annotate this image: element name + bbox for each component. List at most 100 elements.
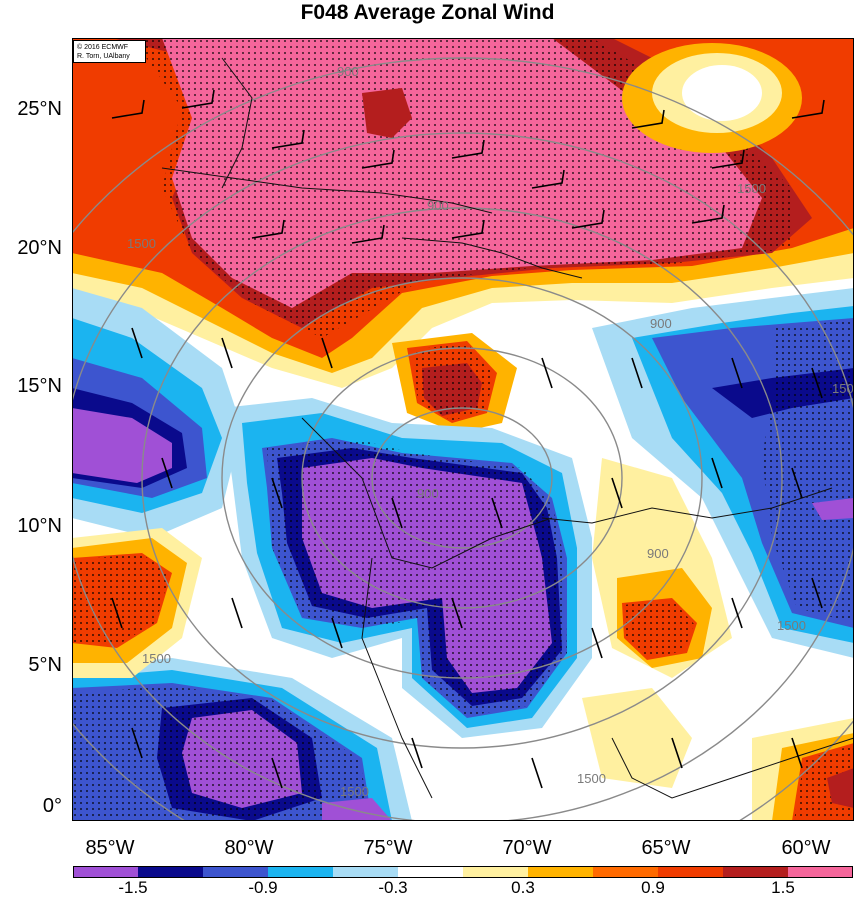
lon-label-70w: 70°W (502, 837, 552, 859)
wind-barb (271, 757, 283, 789)
wind-barb (111, 99, 145, 119)
lon-label-75w: 75°W (363, 837, 413, 859)
colorbar-cell (723, 866, 789, 878)
coastline-cuba (161, 167, 493, 214)
coastline-colombia (361, 557, 433, 799)
lon-label-65w: 65°W (641, 837, 691, 859)
wind-barb (181, 89, 215, 109)
colorbar-cell (138, 866, 204, 878)
south-positive-yellow (582, 688, 692, 788)
wind-barb (131, 327, 143, 359)
wind-barb (451, 139, 485, 159)
wind-barb (111, 597, 123, 629)
wind-barb (411, 737, 423, 769)
wind-barb (451, 597, 463, 629)
positive-cell-15n-stipple (412, 343, 494, 421)
lat-label-25n: 25°N (17, 98, 62, 120)
wind-barb (731, 357, 743, 389)
wind-barb (631, 109, 665, 129)
contour-labels: 900 900 1500 1500 900 900 900 1500 1500 … (127, 64, 854, 799)
wind-barb (331, 617, 343, 649)
contour-label: 1500 (777, 618, 806, 633)
east-negative-purple (812, 498, 854, 520)
contour-label: 1500 (577, 771, 606, 786)
colorbar-cell (528, 866, 594, 878)
colorbar-cell (203, 866, 269, 878)
colorbar-cell (73, 866, 139, 878)
coastlines (161, 57, 854, 799)
wind-barb (321, 337, 333, 369)
colorbar-tick-label: 0.3 (511, 878, 535, 897)
colorbar-cell (398, 866, 464, 878)
map-frame (72, 38, 854, 821)
wind-barb (531, 169, 565, 189)
credit-box: © 2016 ECMWF R. Torn, UAlbany (73, 40, 146, 63)
colorbar-cell (593, 866, 659, 878)
coastline-brazil (611, 737, 854, 799)
coastline-central-america (301, 417, 553, 569)
colorbar-cell (333, 866, 399, 878)
wind-barb (631, 357, 643, 389)
contour-ring-5 (72, 132, 854, 821)
colorbar-tick-label: 1.5 (771, 878, 795, 897)
colorbar-cell (788, 866, 853, 878)
west-positive-stipple (72, 554, 170, 646)
colorbar-tick-label: -1.5 (118, 878, 148, 897)
contour-label: 1500 (127, 236, 156, 251)
map-title: F048 Average Zonal Wind (300, 1, 555, 24)
contour-label: 900 (337, 64, 359, 79)
wind-barb (231, 597, 243, 629)
contour-ring-2 (301, 347, 623, 609)
lat-label-10n: 10°N (17, 515, 62, 537)
wind-barb (491, 497, 503, 529)
wind-barbs (111, 89, 825, 789)
credit-line-copyright: © 2016 ECMWF (77, 44, 129, 51)
geopotential-contours (72, 57, 854, 821)
wind-barb (221, 337, 233, 369)
contour-label: 1500 (142, 651, 171, 666)
contour-label: 1500 (340, 784, 369, 799)
colorbar-cell (268, 866, 334, 878)
lon-label-85w: 85°W (85, 837, 135, 859)
wind-barb (811, 577, 823, 609)
wind-barb (731, 597, 743, 629)
wind-barb (271, 477, 283, 509)
lat-label-0: 0° (42, 795, 62, 817)
wind-barb (161, 457, 173, 489)
east-negative-stipple (762, 320, 854, 623)
zonal-wind-map: 900 900 1500 1500 900 900 900 1500 1500 … (72, 38, 854, 821)
wind-barb (361, 149, 395, 169)
wind-barb (571, 209, 605, 229)
lat-label-5n: 5°N (28, 654, 62, 676)
wind-barb (711, 457, 723, 489)
se-positive-darkred (827, 768, 854, 808)
colorbar-cell (463, 866, 529, 878)
wind-barb (541, 357, 553, 389)
wind-barb (811, 367, 823, 399)
contour-label: 1500 (737, 181, 766, 196)
contour-label: 900 (427, 198, 449, 213)
colorbar-frame (73, 866, 853, 878)
coastline-hispaniola (401, 237, 583, 279)
colorbar-cell (658, 866, 724, 878)
wind-barb (131, 727, 143, 759)
wind-barb (271, 129, 305, 149)
coastline-florida (221, 57, 253, 189)
contour-label: 900 (647, 546, 669, 561)
lon-label-80w: 80°W (224, 837, 274, 859)
wind-barb (451, 219, 485, 239)
contour-ring-6 (72, 57, 854, 821)
wind-barb (711, 149, 745, 169)
wind-barb (591, 627, 603, 659)
wind-barb (791, 467, 803, 499)
wind-barb (531, 757, 543, 789)
wind-barb (351, 224, 385, 244)
lat-label-15n: 15°N (17, 375, 62, 397)
contour-label: 900 (650, 316, 672, 331)
contour-label: 1500 (832, 381, 854, 396)
lat-label-20n: 20°N (17, 237, 62, 259)
wind-barb (791, 737, 803, 769)
contour-label: 900 (417, 486, 439, 501)
colorbar (73, 866, 853, 878)
wind-barb (671, 737, 683, 769)
